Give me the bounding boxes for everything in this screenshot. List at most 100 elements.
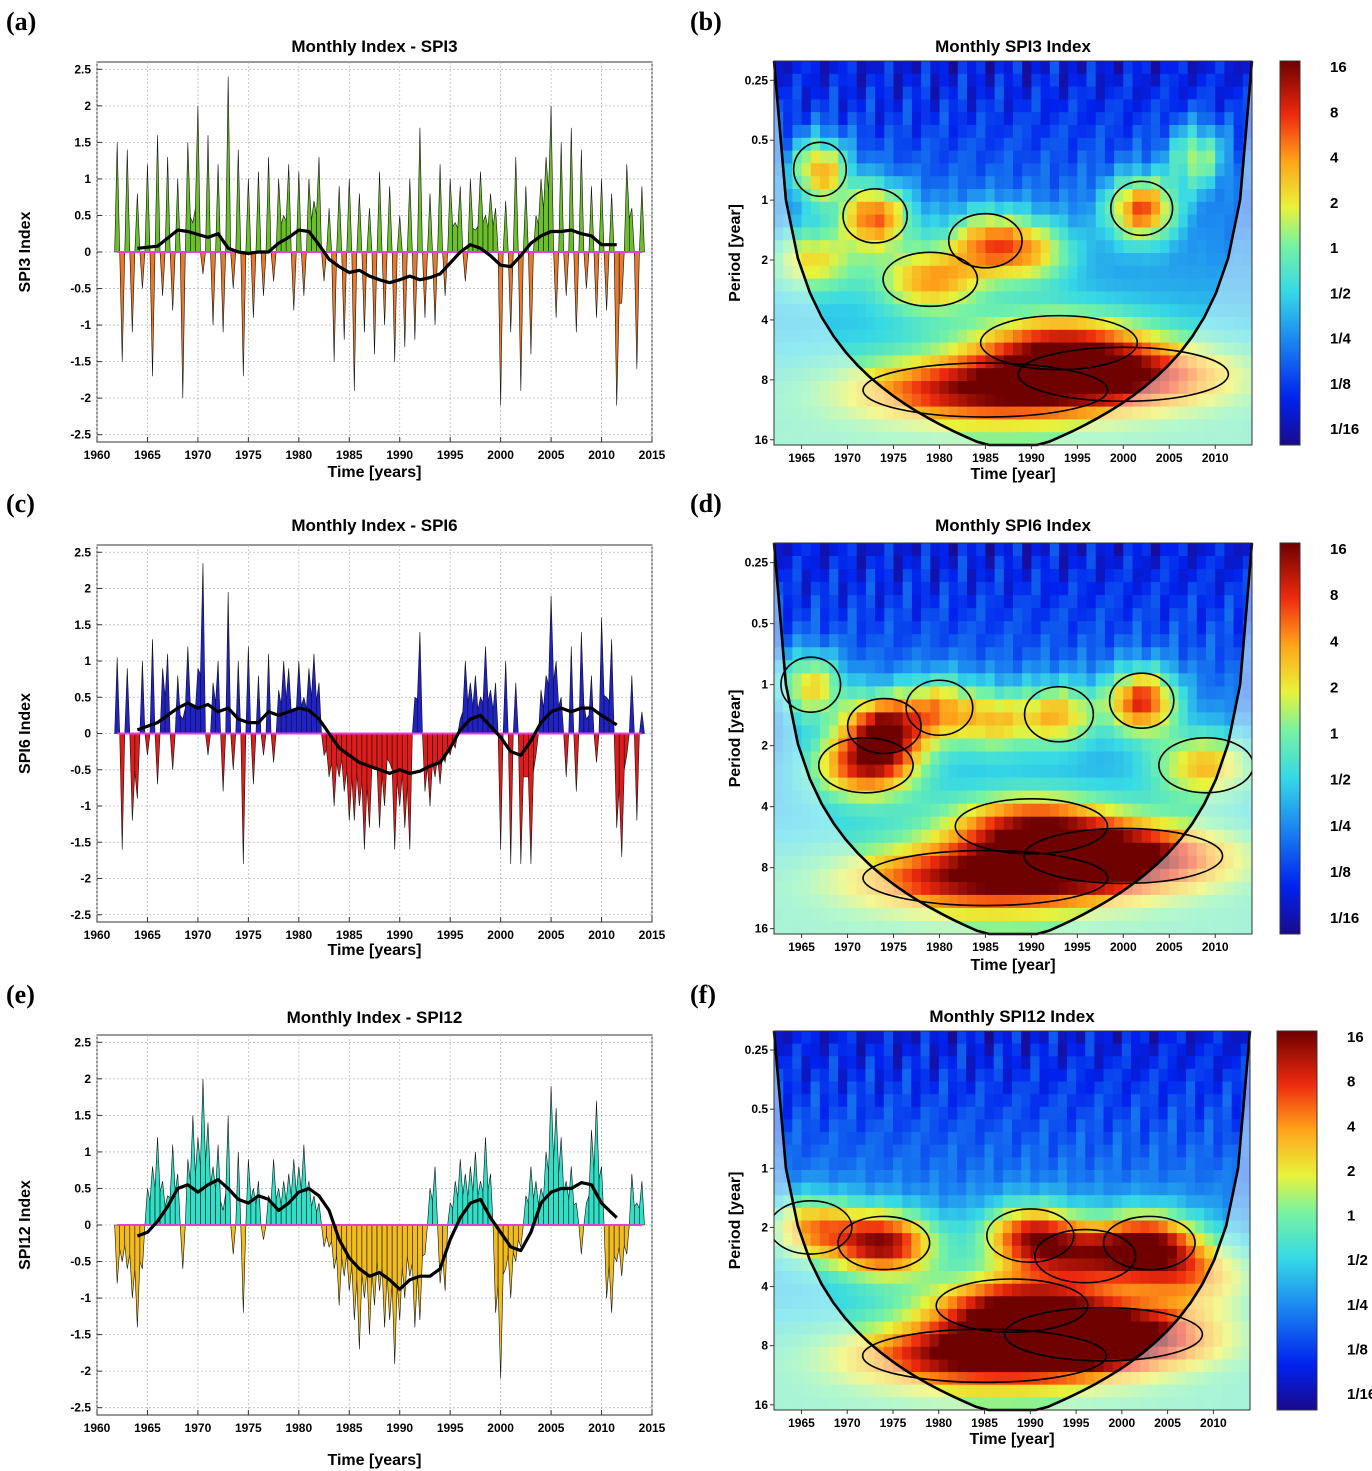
power-cell <box>1040 381 1051 395</box>
colorbar-tick-label: 1/16 <box>1330 910 1359 927</box>
power-cell <box>1068 201 1079 216</box>
power-cell <box>1224 803 1235 818</box>
power-cell <box>847 329 858 344</box>
power-cell <box>792 699 803 714</box>
power-cell <box>783 278 794 293</box>
spi3-timeseries-chart: 1960 1965 1970 1975 1980 1985 1990 1995 2000 2005… <box>17 37 666 481</box>
power-cell <box>865 829 876 844</box>
power-cell <box>774 419 784 433</box>
power-cell <box>1195 1220 1206 1234</box>
power-cell <box>1178 176 1189 190</box>
power-cell <box>911 278 922 293</box>
power-cell <box>1178 595 1189 609</box>
power-cell <box>1206 329 1216 344</box>
power-cell <box>1187 595 1198 609</box>
power-cell <box>1031 189 1042 203</box>
power-cell <box>1123 240 1134 254</box>
power-cell <box>874 1132 885 1146</box>
power-cell <box>1095 176 1106 190</box>
power-cell <box>1178 569 1189 583</box>
power-cell <box>1030 1119 1041 1133</box>
power-cell <box>1224 432 1235 445</box>
power-cell <box>1002 1220 1013 1234</box>
power-cell <box>939 660 950 675</box>
panel-label-c: (c) <box>6 489 35 518</box>
power-cell <box>820 163 830 177</box>
power-cell <box>820 842 830 857</box>
power-cell <box>1233 881 1244 896</box>
power-cell <box>783 1296 794 1310</box>
power-cell <box>1206 907 1216 922</box>
power-cell <box>1224 406 1235 421</box>
power-cell <box>783 803 794 818</box>
power-cell <box>1104 329 1115 344</box>
power-cell <box>774 1245 784 1260</box>
power-cell <box>1213 1308 1224 1323</box>
power-cell <box>1187 699 1198 714</box>
power-cell <box>939 634 950 648</box>
power-cell <box>1049 816 1060 831</box>
power-cell <box>847 569 858 583</box>
power-cell <box>1169 699 1180 714</box>
power-cell <box>838 368 849 382</box>
power-cell <box>847 381 858 395</box>
power-cell <box>929 1043 940 1057</box>
power-cell <box>1022 73 1033 88</box>
power-cell <box>1021 1031 1032 1045</box>
power-cell <box>1222 1094 1233 1108</box>
power-cell <box>828 1220 839 1234</box>
power-cell <box>774 73 784 88</box>
power-cell <box>985 764 996 779</box>
power-cell <box>1233 86 1244 101</box>
power-cell <box>985 829 996 844</box>
power-cell <box>911 790 922 805</box>
power-cell <box>976 150 987 165</box>
power-cell <box>947 1220 958 1234</box>
power-cell <box>1231 1182 1242 1196</box>
power-cell <box>1068 150 1079 165</box>
power-cell <box>1021 1283 1032 1298</box>
power-cell <box>820 73 830 88</box>
power-cell <box>939 201 950 216</box>
power-cell <box>1057 1144 1068 1159</box>
power-cell <box>884 595 895 609</box>
power-cell <box>929 1144 940 1159</box>
power-cell <box>1076 1170 1087 1184</box>
power-cell <box>1195 1068 1206 1083</box>
power-cell <box>1104 621 1115 635</box>
power-cell <box>957 342 968 357</box>
power-cell <box>1030 1094 1041 1108</box>
power-cell <box>948 621 959 635</box>
power-cell <box>920 1258 931 1272</box>
power-cell <box>967 73 977 88</box>
power-cell <box>893 543 904 557</box>
power-cell <box>884 699 895 714</box>
power-cell <box>1185 1170 1196 1184</box>
power-cell <box>1206 921 1216 934</box>
power-cell <box>1215 647 1226 662</box>
power-cell <box>1022 725 1033 740</box>
power-cell <box>1059 790 1069 805</box>
power-cell <box>1077 647 1088 662</box>
power-cell <box>1048 1031 1059 1045</box>
power-cell <box>911 1081 922 1095</box>
power-cell <box>1059 278 1069 293</box>
power-cell <box>847 608 858 622</box>
power-cell <box>930 725 941 740</box>
power-cell <box>875 240 886 254</box>
power-cell <box>1206 673 1216 688</box>
power-cell <box>1123 790 1134 805</box>
power-cell <box>1040 738 1051 753</box>
power-cell <box>1215 803 1226 818</box>
power-cell <box>1233 393 1244 408</box>
power-cell <box>774 829 784 844</box>
power-cell <box>1123 355 1134 369</box>
power-cell <box>874 1081 885 1095</box>
power-cell <box>847 868 858 883</box>
power-cell <box>1176 1233 1187 1247</box>
power-cell <box>1022 393 1033 408</box>
power-cell <box>957 1170 968 1184</box>
power-cell <box>820 881 830 896</box>
power-cell <box>856 1094 867 1108</box>
power-cell <box>883 1271 894 1285</box>
